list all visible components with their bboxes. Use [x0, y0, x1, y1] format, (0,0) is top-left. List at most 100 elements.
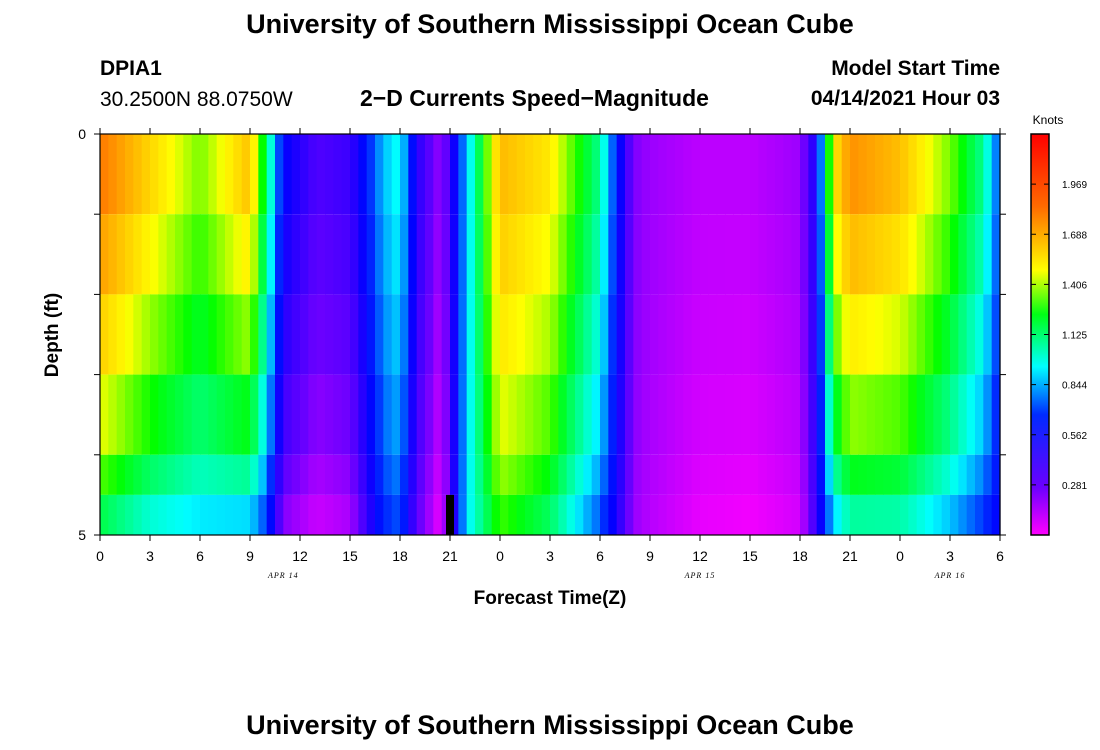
heatmap-cell	[791, 374, 801, 455]
heatmap-cell	[841, 494, 851, 535]
heatmap-cell	[166, 134, 176, 215]
heatmap-cell	[900, 494, 909, 535]
heatmap-cell	[408, 494, 418, 535]
heatmap-cell	[491, 294, 501, 375]
heatmap-cell	[175, 214, 184, 295]
heatmap-cell	[775, 294, 784, 375]
heatmap-cell	[508, 294, 518, 375]
heatmap-cell	[466, 494, 476, 535]
heatmap-cell	[991, 374, 1001, 455]
heatmap-cell	[216, 134, 226, 215]
heatmap-cell	[291, 214, 301, 295]
heatmap-cell	[758, 134, 768, 215]
heatmap-cell	[391, 294, 401, 375]
heatmap-cell	[900, 294, 909, 375]
heatmap-cell	[800, 214, 809, 295]
heatmap-cell	[208, 374, 218, 455]
heatmap-cell	[141, 294, 151, 375]
heatmap-cell	[266, 374, 276, 455]
heatmap-cell	[416, 214, 426, 295]
heatmap-cell	[891, 134, 901, 215]
heatmap-cell	[608, 214, 618, 295]
heatmap-cell	[216, 454, 226, 495]
heatmap-cell	[533, 294, 543, 375]
heatmap-cell	[291, 134, 301, 215]
heatmap-cell	[558, 134, 568, 215]
heatmap-cell	[408, 374, 418, 455]
heatmap-cell	[700, 134, 709, 215]
heatmap-cell	[325, 294, 334, 375]
heatmap-cell	[508, 134, 518, 215]
heatmap-cell	[100, 494, 109, 535]
x-tick-label: 0	[96, 548, 104, 564]
heatmap-cell	[800, 134, 809, 215]
heatmap-cell	[125, 454, 134, 495]
heatmap-cell	[575, 494, 584, 535]
heatmap-cell	[700, 374, 709, 455]
heatmap-cell	[341, 374, 351, 455]
x-tick-label: 12	[292, 548, 308, 564]
heatmap-cell	[500, 214, 509, 295]
heatmap-cell	[433, 134, 443, 215]
heatmap-cell	[950, 214, 959, 295]
heatmap-cell	[641, 294, 651, 375]
heatmap-cell	[958, 294, 968, 375]
heatmap-cell	[608, 454, 618, 495]
heatmap-cell	[358, 454, 368, 495]
heatmap-cell	[866, 494, 876, 535]
heatmap-cell	[708, 374, 718, 455]
heatmap-cell	[133, 294, 143, 375]
colorbar-tick-label: 0.281	[1062, 481, 1087, 492]
heatmap-cell	[308, 134, 318, 215]
heatmap-cell	[975, 294, 984, 375]
heatmap-cell	[416, 454, 426, 495]
heatmap-cell	[166, 454, 176, 495]
heatmap-cell	[133, 214, 143, 295]
heatmap-cell	[566, 214, 576, 295]
heatmap-cell	[183, 454, 193, 495]
heatmap-cell	[533, 494, 543, 535]
heatmap-cell	[625, 214, 634, 295]
heatmap-cell	[691, 214, 701, 295]
heatmap-cell	[533, 134, 543, 215]
heatmap-cell	[783, 494, 793, 535]
heatmap-cell	[725, 134, 734, 215]
heatmap-cell	[516, 214, 526, 295]
x-tick-label: 3	[146, 548, 154, 564]
heatmap-cell	[475, 214, 484, 295]
heatmap-cell	[250, 494, 259, 535]
heatmap-cell	[591, 134, 601, 215]
heatmap-cell	[775, 134, 784, 215]
heatmap-cell	[991, 214, 1001, 295]
heatmap-cell	[850, 374, 859, 455]
heatmap-cell	[500, 134, 509, 215]
heatmap-cell	[941, 454, 951, 495]
heatmap-cell	[891, 374, 901, 455]
heatmap-cell	[916, 454, 926, 495]
heatmap-cell	[141, 494, 151, 535]
heatmap-cell	[775, 494, 784, 535]
heatmap-cell	[833, 294, 843, 375]
heatmap-cell	[983, 214, 993, 295]
heatmap-cell	[941, 294, 951, 375]
heatmap-cell	[791, 494, 801, 535]
heatmap-cell	[233, 294, 243, 375]
heatmap-cell	[983, 134, 993, 215]
heatmap-cell	[241, 294, 251, 375]
heatmap-cell	[233, 214, 243, 295]
x-tick-label: 21	[442, 548, 458, 564]
heatmap-cell	[508, 374, 518, 455]
heatmap-cell	[525, 214, 534, 295]
heatmap-cell	[358, 214, 368, 295]
heatmap-cell	[958, 494, 968, 535]
heatmap-cell	[983, 294, 993, 375]
heatmap-cell	[800, 294, 809, 375]
heatmap-cell	[408, 454, 418, 495]
x-tick-label: 6	[196, 548, 204, 564]
heatmap-cell	[266, 294, 276, 375]
heatmap-cell	[116, 494, 126, 535]
heatmap-cell	[358, 494, 368, 535]
x-tick-label: 18	[792, 548, 808, 564]
heatmap-cell	[483, 294, 493, 375]
heatmap-cell	[825, 494, 834, 535]
